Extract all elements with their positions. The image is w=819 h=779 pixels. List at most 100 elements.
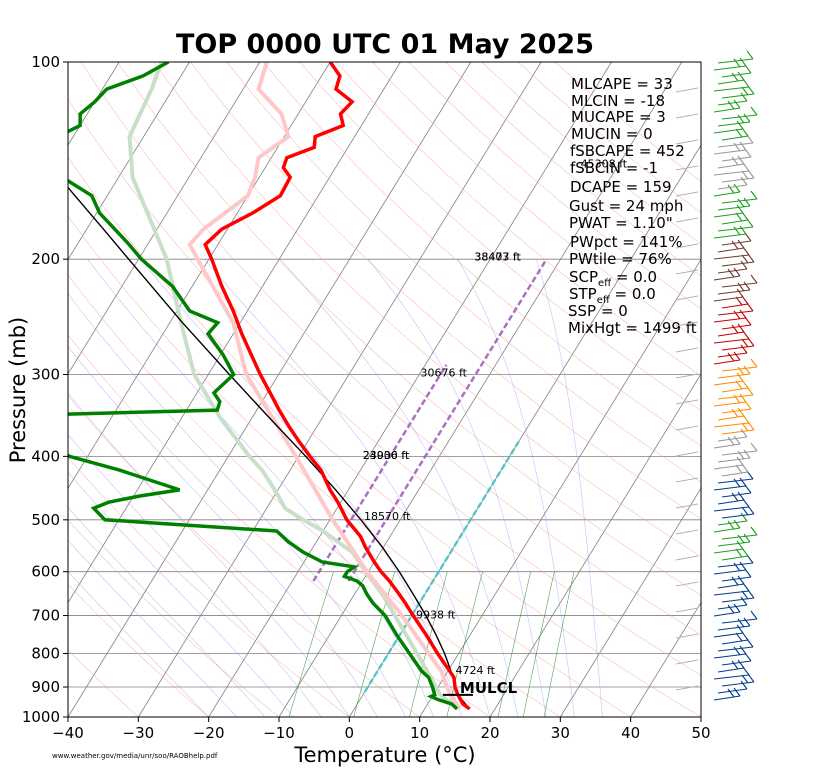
wind-barb (713, 569, 747, 575)
wind-barb-flag (739, 645, 747, 655)
wind-barb-flag (743, 113, 751, 123)
wind-barb (717, 79, 745, 85)
moist-adiabat (68, 471, 294, 717)
isotherm (137, 62, 542, 717)
wind-barb (713, 212, 744, 218)
wind-barb-flag (737, 282, 745, 292)
edge-wind-barb (675, 555, 699, 561)
index-entry: MUCIN = 0 (571, 125, 653, 143)
x-tick-label: −20 (193, 724, 225, 742)
wind-barb-flag (727, 604, 735, 614)
edge-wind-barb (675, 87, 699, 93)
wind-barb (713, 590, 750, 596)
wind-barb (713, 506, 750, 512)
sounding-profiles (68, 62, 471, 711)
y-axis-label: Pressure (mb) (6, 317, 30, 464)
wind-barb-flag (740, 596, 748, 606)
wind-barb (721, 156, 752, 162)
dry-adiabat (335, 62, 701, 377)
wind-barb-flag (733, 267, 741, 277)
index-entry: PWAT = 1.10" (569, 214, 673, 232)
x-axis-label: Temperature (°C) (293, 743, 475, 767)
wind-barb-flag (746, 50, 754, 60)
wind-barb-flag (733, 310, 741, 320)
wind-barb-flag (727, 436, 735, 446)
edge-wind-barb (675, 373, 699, 379)
wind-barb (721, 261, 755, 267)
wind-barb (713, 86, 750, 92)
wetbulb-line (127, 62, 460, 711)
wind-barb-flag (733, 99, 741, 109)
wind-barb-flag (727, 184, 735, 194)
wind-barb-flag (740, 344, 748, 354)
wind-barb (717, 163, 745, 169)
wind-barb-flag (743, 365, 751, 375)
edge-wind-barb (675, 217, 699, 223)
wind-barb-flag (740, 260, 748, 270)
y-tick-label: 500 (31, 511, 60, 529)
wind-barb-flag (733, 603, 741, 613)
wind-barb-flag (737, 198, 745, 208)
isotherm (208, 62, 612, 717)
moist-adiabat (140, 259, 463, 717)
mixing-ratio-line (353, 571, 395, 717)
height-label: 30676 ft (421, 367, 468, 380)
y-tick-label: 600 (31, 563, 60, 581)
wind-barb-flag (739, 561, 747, 571)
wind-barb (713, 296, 744, 302)
isotherm (68, 62, 401, 604)
edge-wind-barb (675, 165, 699, 171)
wind-barb (717, 583, 745, 589)
wind-barbs (675, 50, 758, 701)
wind-barb-flag (731, 156, 739, 166)
wind-barb-flag (750, 610, 758, 620)
wind-barb-flag (739, 309, 747, 319)
dry-adiabat (68, 98, 701, 676)
moist-adiabat (87, 259, 434, 717)
dry-adiabat (68, 215, 631, 717)
wind-barb (713, 632, 744, 638)
wind-barb (713, 380, 744, 386)
wind-barb (717, 604, 748, 610)
wind-barb-flag (741, 254, 749, 264)
y-tick-label: 200 (31, 250, 60, 268)
edge-wind-barb (675, 425, 699, 431)
y-tick-label: 900 (31, 678, 60, 696)
wind-barb-flag (737, 575, 745, 585)
wind-barb (717, 436, 748, 442)
wind-barb (717, 646, 754, 652)
edge-wind-barb (675, 347, 699, 353)
wind-barb-flag (731, 576, 739, 586)
wind-barb (717, 247, 745, 253)
wind-barb (713, 674, 750, 680)
wind-barb-flag (733, 478, 741, 488)
dry-adiabat (68, 395, 420, 717)
wind-barb (717, 100, 748, 106)
isotherm (68, 62, 190, 261)
x-tick-label: −40 (52, 724, 84, 742)
wind-barb (713, 611, 741, 617)
index-entry: MLCAPE = 33 (571, 75, 673, 93)
dewpoint-line (68, 62, 459, 711)
wind-barb-flag (736, 456, 744, 466)
wind-barb (721, 660, 752, 666)
wind-barb (717, 289, 751, 295)
wind-barb (721, 219, 749, 225)
wind-barb-flag (743, 617, 751, 627)
wind-barb (713, 485, 747, 491)
wind-barb (717, 352, 748, 358)
isotherm (559, 487, 701, 717)
wind-barb-flag (736, 204, 744, 214)
wind-barb (721, 450, 758, 456)
wind-barb (717, 58, 754, 64)
wind-barb-flag (739, 477, 747, 487)
wind-barb (713, 65, 747, 71)
dry-adiabat (68, 456, 350, 717)
wind-barb (717, 457, 751, 463)
lcl-label: MULCL (460, 679, 518, 697)
wind-barb (717, 499, 745, 505)
x-tick-label: −10 (263, 724, 295, 742)
wind-barb (713, 128, 744, 134)
edge-wind-barb (675, 477, 699, 483)
